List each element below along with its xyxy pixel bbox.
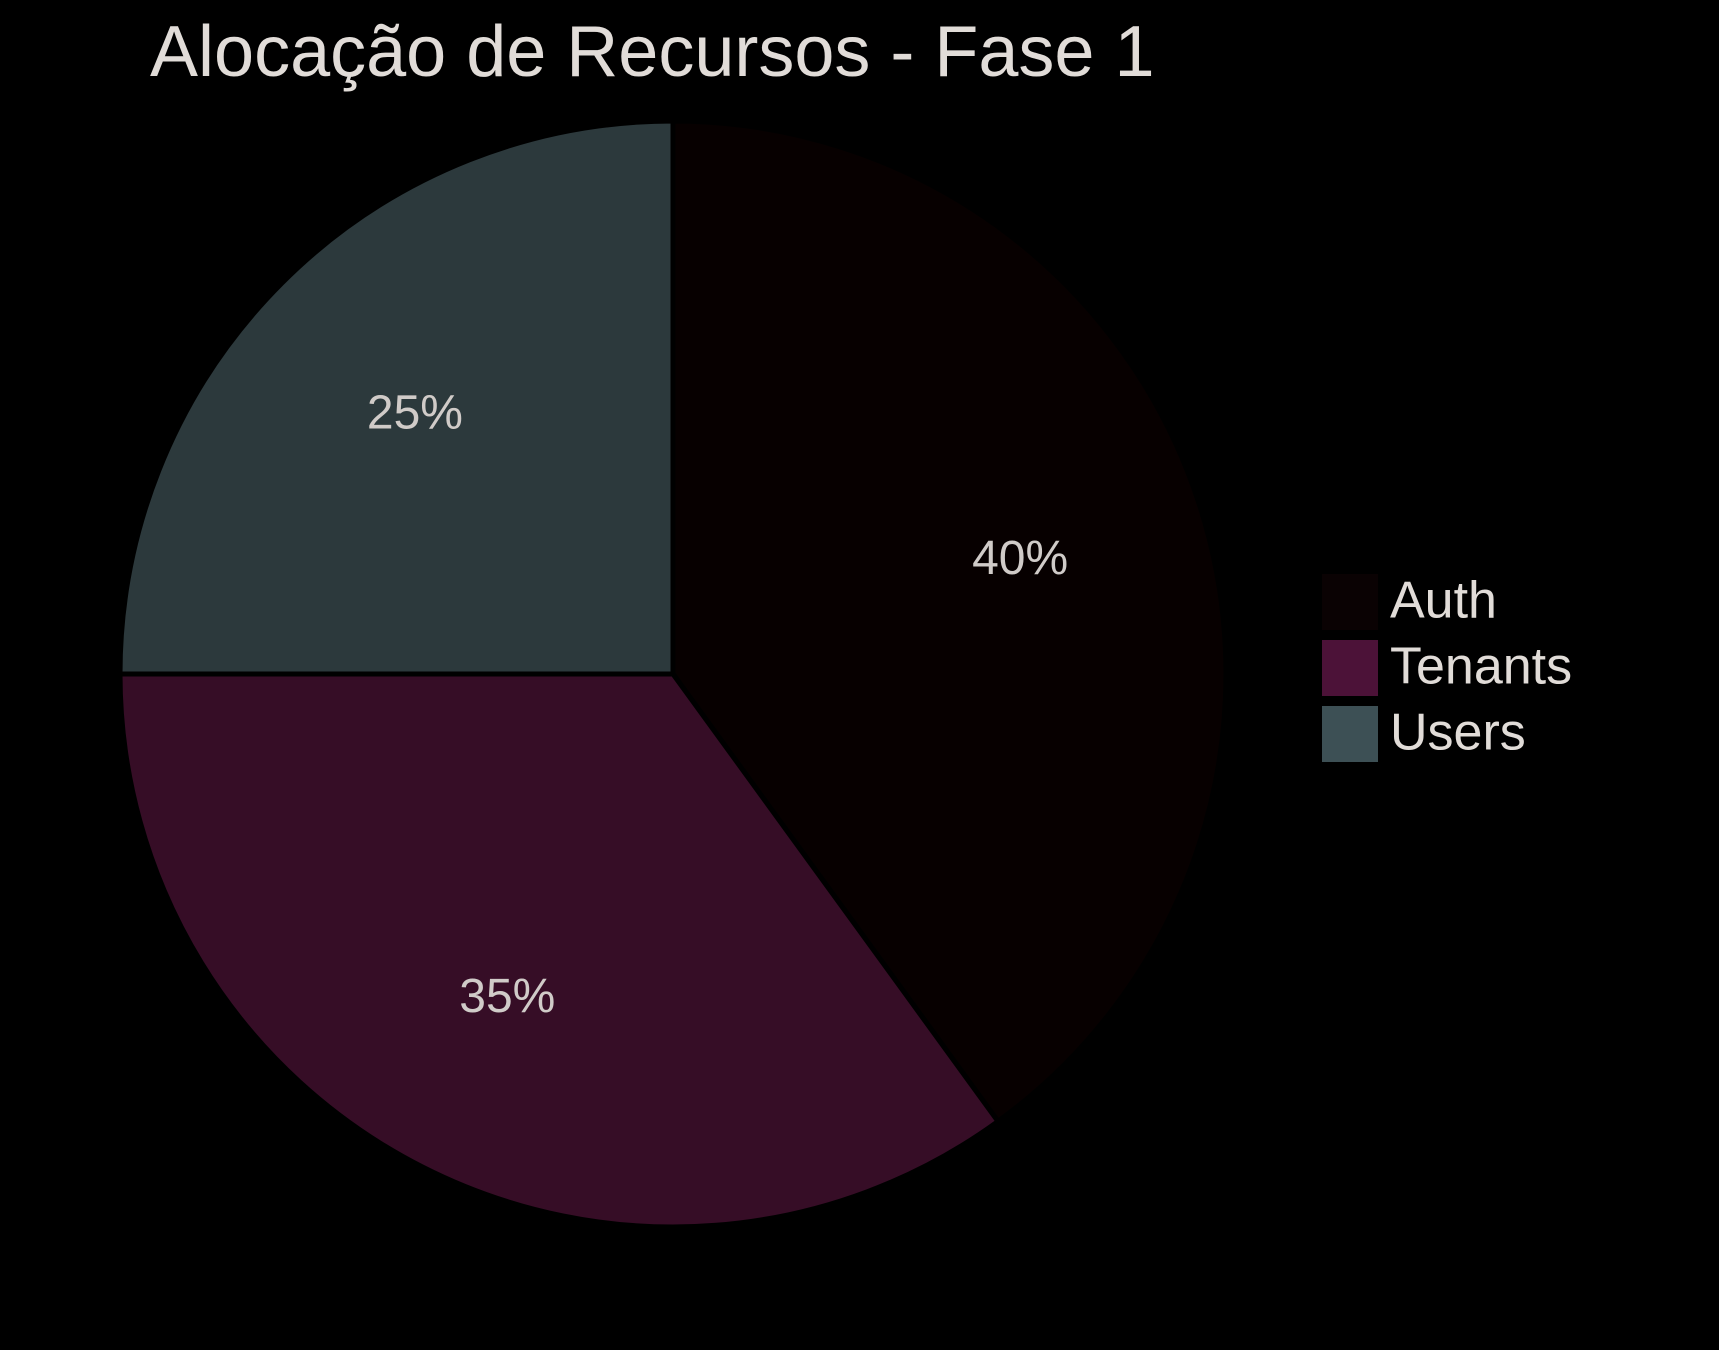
legend-item-auth: Auth: [1322, 572, 1497, 630]
legend-label-auth: Auth: [1390, 572, 1497, 630]
pie-slice-users: [117, 118, 676, 677]
pie-slice-tenants: [117, 671, 1002, 1230]
pie-slice-auth: [670, 118, 1229, 1125]
pie-data-labels: 40% 35% 25%: [367, 387, 1068, 1023]
legend: Auth Tenants Users: [1322, 572, 1572, 762]
pie-label-tenants: 35%: [459, 970, 555, 1023]
legend-label-users: Users: [1390, 704, 1526, 762]
pie-label-users: 25%: [367, 387, 463, 440]
legend-swatch-auth: [1322, 574, 1378, 630]
legend-swatch-tenants: [1322, 640, 1378, 696]
legend-label-tenants: Tenants: [1390, 638, 1572, 696]
legend-swatch-users: [1322, 706, 1378, 762]
legend-item-tenants: Tenants: [1322, 638, 1572, 696]
legend-item-users: Users: [1322, 704, 1526, 762]
pie-slices: [117, 118, 1229, 1230]
chart-title: Alocação de Recursos - Fase 1: [150, 12, 1155, 92]
pie-label-auth: 40%: [972, 532, 1068, 585]
